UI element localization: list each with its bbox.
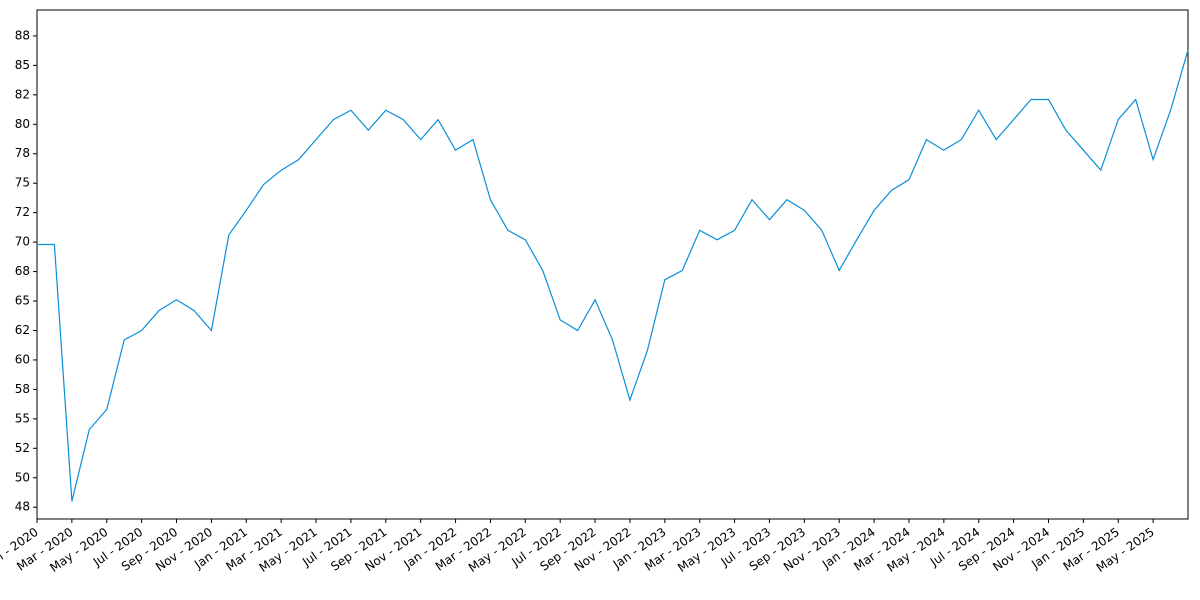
- y-tick-label: 52: [15, 441, 30, 455]
- y-tick-label: 55: [15, 411, 30, 425]
- y-tick-label: 88: [15, 28, 30, 42]
- y-tick-label: 60: [15, 352, 30, 366]
- plot-frame: [36, 9, 1189, 520]
- y-tick-label: 70: [15, 235, 30, 249]
- y-tick-label: 50: [15, 470, 30, 484]
- y-tick-label: 82: [15, 87, 30, 101]
- y-tick-label: 65: [15, 294, 30, 308]
- y-tick-label: 78: [15, 146, 30, 160]
- line: [37, 49, 1189, 502]
- y-tick-label: 80: [15, 117, 30, 131]
- y-tick-label: 85: [15, 58, 30, 72]
- y-tick-label: 68: [15, 264, 30, 278]
- y-tick-label: 48: [15, 500, 30, 514]
- y-tick-label: 62: [15, 323, 30, 337]
- y-tick-label: 58: [15, 382, 30, 396]
- y-tick-label: 75: [15, 176, 30, 190]
- y-tick-label: 72: [15, 205, 30, 219]
